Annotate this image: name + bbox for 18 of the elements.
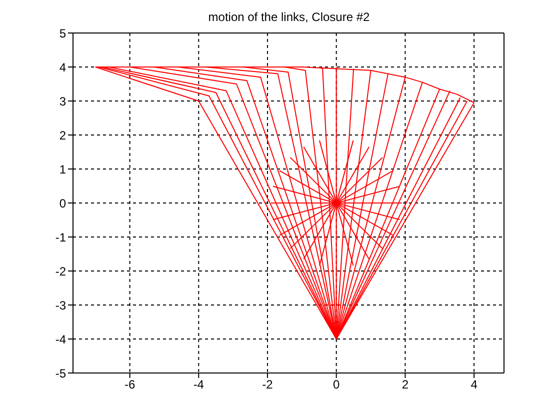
x-tick-label: 2 — [402, 378, 409, 392]
y-tick-label: 0 — [59, 196, 66, 210]
y-tick-label: -4 — [55, 332, 66, 346]
x-tick-label: 0 — [333, 378, 340, 392]
y-tick-label: -5 — [55, 366, 66, 380]
y-tick-label: 5 — [59, 26, 66, 40]
y-tick-label: 3 — [59, 94, 66, 108]
x-tick-label: -2 — [262, 378, 274, 392]
chart-title: motion of the links, Closure #2 — [207, 10, 371, 24]
y-tick-label: 4 — [59, 60, 66, 74]
y-tick-label: 1 — [59, 162, 66, 176]
x-tick-label: 4 — [470, 378, 478, 392]
x-tick-label: -4 — [193, 378, 204, 392]
y-tick-label: 2 — [59, 128, 66, 142]
x-tick-label: -6 — [124, 378, 136, 392]
y-tick-label: -1 — [55, 230, 66, 244]
y-tick-label: -2 — [55, 264, 66, 278]
y-tick-label: -3 — [55, 298, 66, 312]
